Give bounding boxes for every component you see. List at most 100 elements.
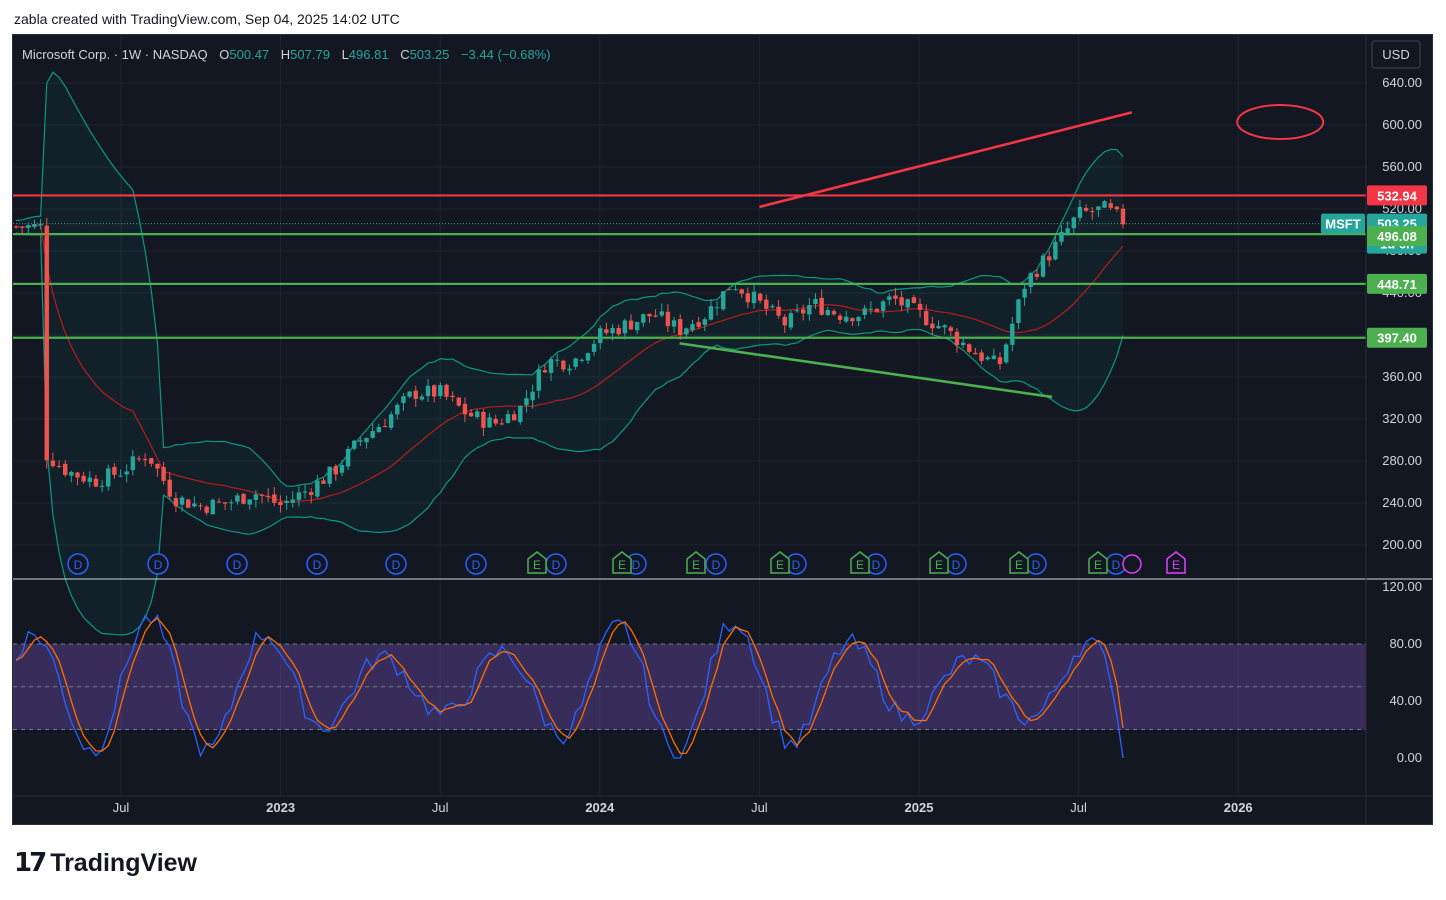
dividend-marker-label: D [872,558,881,572]
trendline-green[interactable] [679,342,1053,399]
upcoming-earnings-marker[interactable] [1166,551,1186,574]
chart-frame[interactable] [12,34,1433,825]
candle-body [770,305,775,308]
trend-drawings [679,104,1325,399]
candle-body [26,225,31,228]
dividend-marker-label: D [632,558,641,572]
osc-tick-label: 40.00 [1389,693,1422,708]
candle-body [782,316,787,326]
earnings-marker[interactable] [527,551,547,574]
candle-body [106,468,111,487]
earnings-marker[interactable] [686,551,706,574]
candle-body [382,426,388,428]
legend-symbol: Microsoft Corp. · 1W · NASDAQ [22,47,208,62]
legend-close: 503.25 [410,47,450,62]
candle-body [241,493,246,504]
dividend-marker[interactable] [465,553,487,575]
candle-body [161,466,166,481]
axes: 640.00600.00560.00520.00480.00440.00400.… [13,35,1432,824]
candle-body [837,315,843,320]
earnings-marker[interactable] [929,551,949,574]
candle-body [905,299,910,308]
price-tick-label: 600.00 [1382,117,1422,132]
candle-body [327,466,332,484]
earnings-marker[interactable] [1009,551,1029,574]
candle-body [874,308,880,312]
earnings-marker-label: E [692,558,700,572]
grid-lines [13,35,1366,796]
candle-body [1114,206,1120,210]
earnings-marker[interactable] [770,551,790,574]
bollinger-lower [15,232,1124,636]
candle-body [1053,241,1058,260]
candle-body [1120,208,1126,225]
candle-body [124,471,129,475]
dividend-marker[interactable] [226,553,248,575]
candle-body [499,423,505,425]
candle-body [678,319,683,335]
candle-body [585,353,591,361]
candle-body [432,385,437,397]
candle-body [81,475,86,482]
tradingview-logo[interactable]: 17 TradingView [14,846,197,880]
candle-body [493,418,498,424]
stoch-d-line [15,617,1124,755]
earnings-marker-label: E [856,558,864,572]
currency-button[interactable] [1371,40,1421,69]
dividend-marker[interactable] [705,553,727,575]
candle-body [764,299,769,309]
candle-body [911,297,917,303]
candle-body [370,431,375,438]
candle-body [991,355,997,360]
earnings-marker[interactable] [850,551,870,574]
candle-body [216,501,222,503]
resistance-badge [1367,185,1427,206]
trendline-red[interactable] [759,111,1133,209]
upcoming-dividend-marker[interactable] [1122,554,1142,574]
candle-body [721,291,726,310]
dividend-marker-label: D [154,558,163,572]
candle-body [844,316,849,322]
support3-badge-label: 397.40 [1377,331,1417,346]
candle-body [401,396,406,404]
dividend-marker-label: D [552,558,561,572]
osc-tick-label: 80.00 [1389,636,1422,651]
earnings-marker[interactable] [612,551,632,574]
candle-body [173,498,179,507]
candle-body [388,414,394,428]
target-ellipse[interactable] [1236,104,1325,140]
candle-body [315,480,320,497]
candle-body [481,411,486,428]
tradingview-logo-text: TradingView [50,848,197,877]
support3-badge [1367,327,1427,348]
candle-body [530,391,535,401]
candle-body [229,502,234,504]
time-tick-label: Jul [113,800,130,815]
candle-body [880,301,886,311]
candle-body [1016,299,1021,323]
dividend-marker[interactable] [385,553,407,575]
candle-body [647,313,652,317]
candle-body [917,303,923,310]
candle-body [302,491,308,493]
earnings-marker[interactable] [1088,551,1108,574]
dividend-marker[interactable] [67,553,89,575]
candle-body [567,368,572,371]
candle-body [284,501,289,504]
candle-body [210,499,215,515]
candle-body [1028,273,1033,287]
candle-body [979,352,984,361]
legend-open: 500.47 [229,47,269,62]
time-tick-label: Jul [751,800,768,815]
candle-body [616,328,621,335]
candle-body [511,414,517,421]
time-tick-label: 2023 [266,800,295,815]
candle-body [641,314,646,323]
candle-body [87,477,92,482]
candle-body [50,460,56,467]
dividend-marker[interactable] [147,553,169,575]
candle-body [438,385,443,397]
candle-body [358,440,363,442]
dividend-marker[interactable] [306,553,328,575]
